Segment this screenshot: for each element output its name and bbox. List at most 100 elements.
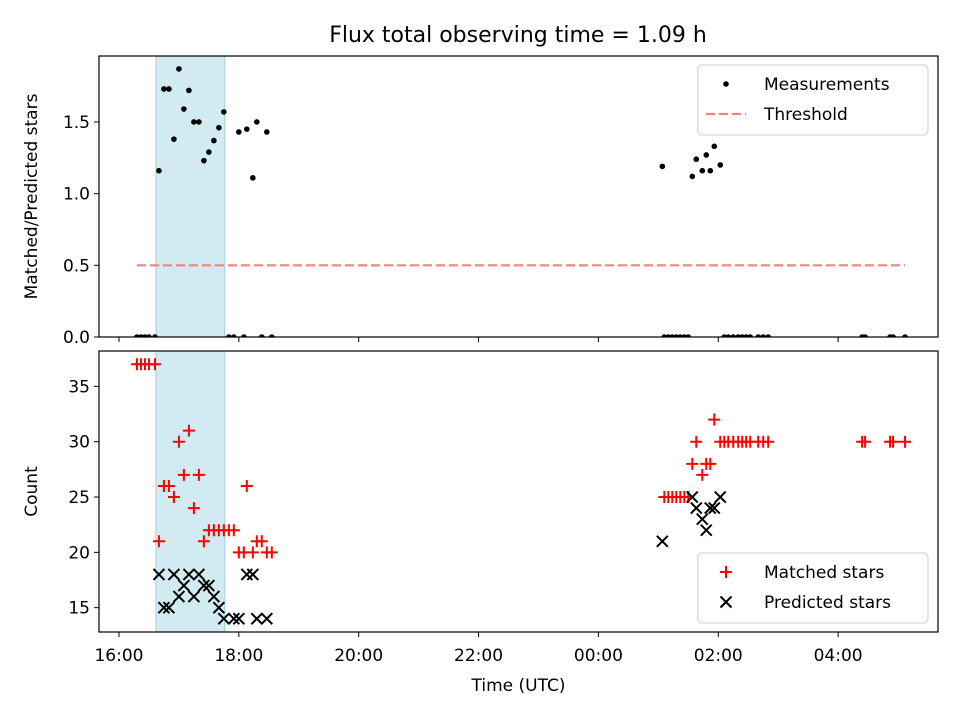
axes-frame-top (98, 55, 939, 338)
predicted-star-marker (260, 612, 274, 625)
measurement-point (685, 334, 692, 337)
x-axis-label: Time (UTC) (471, 676, 566, 696)
predicted-star-marker (696, 512, 709, 526)
predicted-star-marker (700, 524, 713, 537)
predicted-star-marker (177, 579, 191, 592)
predicted-star-marker (202, 579, 216, 592)
matched-star-marker (690, 435, 703, 448)
predicted-star-marker (714, 490, 727, 504)
measurement-point (196, 119, 202, 125)
predicted-star-marker (207, 590, 221, 603)
matched-star-marker (240, 479, 253, 492)
predicted-star-marker (656, 535, 669, 548)
y-axis-label: Matched/Predicted stars (22, 93, 42, 299)
measurement-point (765, 334, 772, 337)
predicted-star-marker (246, 568, 260, 581)
measurement-point (152, 334, 158, 337)
x-tick-label: 18:00 (214, 646, 263, 666)
x-tick-label: 16:00 (94, 646, 143, 666)
y-tick-label: 35 (68, 377, 90, 397)
predicted-star-marker (192, 568, 206, 581)
series-matched-stars (130, 358, 912, 559)
matched-star-marker (887, 435, 900, 448)
measurement-point (191, 119, 197, 125)
predicted-star-marker (686, 490, 699, 504)
measurement-point (244, 126, 250, 132)
y-tick-label: 0.0 (63, 328, 90, 348)
matched-star-marker (246, 546, 259, 559)
matched-star-marker (265, 546, 278, 559)
legend-top: Measurements Threshold (697, 64, 929, 136)
y-tick-label: 1.5 (63, 113, 90, 133)
measurement-point (221, 109, 227, 115)
legend-bottom: Matched stars Predicted stars (697, 552, 929, 624)
matched-star-marker (177, 468, 190, 481)
measurement-point (236, 129, 242, 135)
measurement-point (693, 156, 700, 163)
measurement-point (862, 334, 868, 337)
x-tick-label: 04:00 (814, 646, 863, 666)
legend-marker-x (719, 595, 733, 609)
matched-star-marker (708, 413, 721, 426)
measurement-point (699, 167, 706, 174)
measurement-point (890, 334, 896, 337)
predicted-star-marker (227, 612, 241, 625)
y-tick-label: 15 (68, 599, 90, 619)
x-tick-label: 22:00 (454, 646, 503, 666)
measurement-point (206, 149, 212, 155)
measurement-point (241, 334, 247, 337)
measurement-point (181, 106, 187, 112)
measurement-point (201, 157, 207, 164)
y-tick-label: 20 (68, 543, 90, 563)
panel-top: 0.0 0.5 1.0 1.5 Matched/Predicted stars Measu… (22, 55, 939, 348)
measurement-point (156, 167, 162, 174)
matched-star-marker (148, 358, 161, 371)
shaded-span (155, 351, 226, 632)
predicted-star-marker (172, 590, 186, 603)
matched-star-marker (152, 535, 165, 548)
x-tick-label: 00:00 (574, 646, 623, 666)
matched-star-marker (762, 435, 775, 448)
predicted-star-marker (704, 501, 717, 515)
legend-box (697, 552, 929, 624)
matched-star-marker (162, 479, 175, 492)
measurement-point (146, 334, 152, 337)
measurement-point (226, 334, 232, 337)
series-measurements (134, 66, 908, 337)
shaded-span (155, 56, 226, 337)
predicted-star-marker (167, 568, 181, 581)
figure-title: Flux total observing time = 1.09 h (329, 23, 707, 48)
measurement-point (176, 66, 182, 72)
panel-bottom: 15 20 25 30 35 16:00 18:00 20:00 22:00 00:00 02:00… (22, 350, 939, 696)
matched-star-marker (899, 435, 912, 448)
measurement-point (211, 137, 217, 144)
plot-area-bottom (130, 351, 912, 632)
measurement-point (254, 119, 260, 125)
measurement-point (755, 334, 762, 337)
predicted-star-marker (217, 612, 231, 625)
y-axis-label: Count (22, 466, 42, 517)
measurement-point (659, 163, 666, 170)
measurement-point (902, 334, 908, 337)
series-predicted-stars (152, 490, 727, 625)
measurement-point (747, 334, 754, 337)
legend-marker-dot (723, 81, 729, 87)
measurement-point (730, 334, 737, 337)
predicted-star-marker (162, 601, 176, 614)
legend-entry-label: Predicted stars (764, 593, 891, 613)
matched-star-marker (696, 468, 709, 481)
x-tick-label: 20:00 (334, 646, 383, 666)
legend-marker-plus (720, 566, 732, 578)
predicted-star-marker (232, 612, 246, 625)
matched-star-marker (686, 457, 699, 470)
matched-star-marker (182, 424, 195, 437)
measurement-point (689, 173, 696, 180)
y-tick-label: 1.0 (63, 185, 90, 205)
measurement-point (703, 152, 710, 158)
x-tick-label: 02:00 (694, 646, 743, 666)
measurement-point (711, 143, 718, 150)
matched-star-marker (192, 468, 205, 481)
measurement-point (707, 167, 714, 174)
measurement-point (264, 129, 270, 135)
